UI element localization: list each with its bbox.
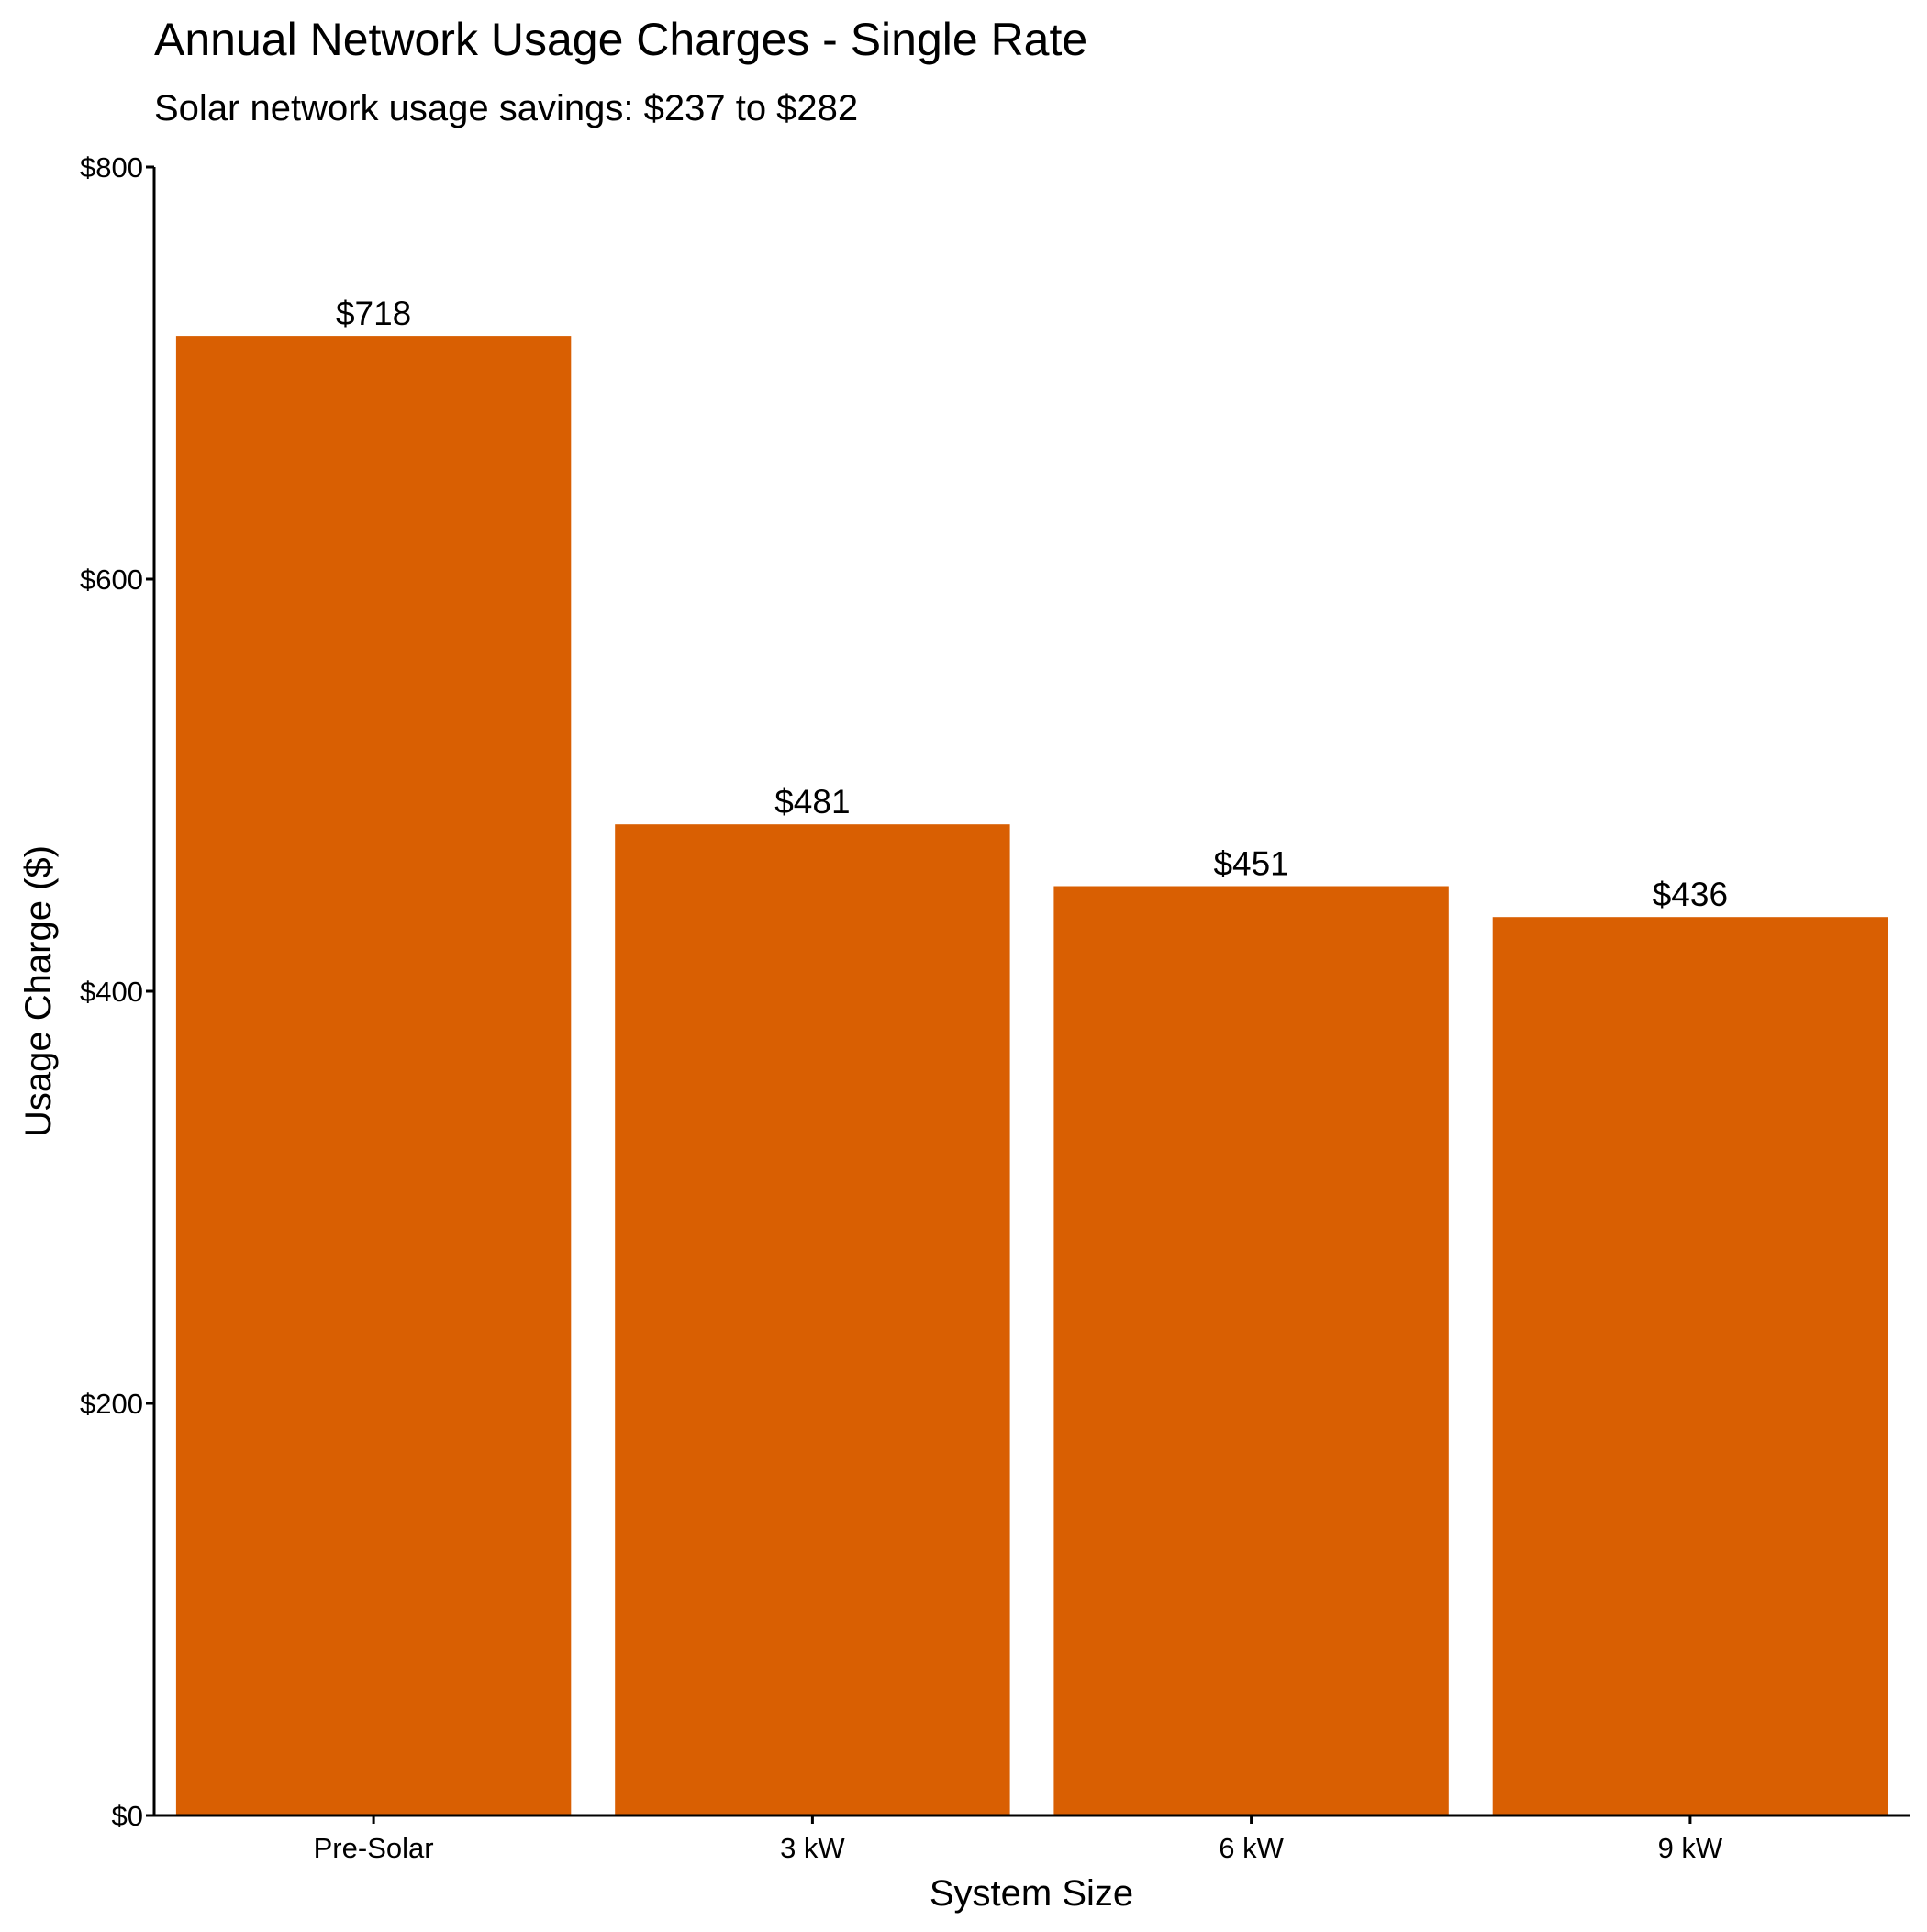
data-label-1: $481 [774, 783, 850, 821]
y-tick-label-2: $400 [80, 976, 143, 1008]
y-axis-title: Usage Charge ($) [18, 845, 59, 1137]
bar-0 [175, 336, 572, 1816]
x-tick-label-3: 9 kW [1658, 1832, 1723, 1864]
bar-2 [1053, 886, 1449, 1815]
x-tick-label-2: 6 kW [1219, 1832, 1284, 1864]
y-axis-ticks: $0 $200 $400 $600 $800 [80, 151, 154, 1832]
data-labels-group: $718 $481 $451 $436 [336, 295, 1728, 913]
data-label-0: $718 [336, 295, 411, 332]
y-tick-label-1: $200 [80, 1388, 143, 1420]
y-tick-label-0: $0 [112, 1800, 143, 1832]
bar-1 [615, 824, 1010, 1816]
x-tick-label-1: 3 kW [780, 1832, 845, 1864]
bar-3 [1492, 917, 1888, 1815]
y-tick-label-3: $600 [80, 564, 143, 596]
data-label-3: $436 [1653, 876, 1728, 913]
x-tick-label-0: Pre-Solar [314, 1832, 434, 1864]
bars-group [175, 336, 1888, 1816]
chart-title: Annual Network Usage Charges - Single Ra… [154, 14, 1087, 65]
x-axis-ticks: Pre-Solar 3 kW 6 kW 9 kW [314, 1815, 1723, 1864]
y-tick-label-4: $800 [80, 151, 143, 184]
x-axis-title: System Size [930, 1873, 1133, 1914]
chart-subtitle: Solar network usage savings: $237 to $28… [154, 88, 858, 128]
data-label-2: $451 [1213, 845, 1288, 883]
